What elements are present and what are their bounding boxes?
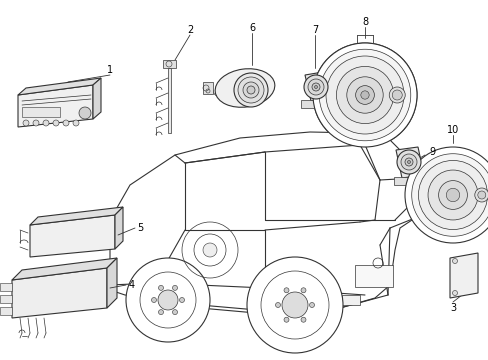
Circle shape <box>238 77 264 103</box>
Bar <box>0 307 12 315</box>
Polygon shape <box>305 72 328 101</box>
Circle shape <box>261 271 328 339</box>
Circle shape <box>418 161 487 230</box>
Bar <box>0 295 12 303</box>
Circle shape <box>451 258 457 264</box>
Circle shape <box>304 75 327 99</box>
Polygon shape <box>115 207 123 249</box>
Circle shape <box>388 87 405 103</box>
Polygon shape <box>110 132 417 312</box>
Polygon shape <box>18 78 101 95</box>
Circle shape <box>309 302 314 307</box>
Circle shape <box>73 120 79 126</box>
Circle shape <box>427 170 477 220</box>
Circle shape <box>411 154 488 236</box>
Text: 1: 1 <box>107 65 113 75</box>
Text: 3: 3 <box>449 303 455 313</box>
Circle shape <box>33 120 39 126</box>
Polygon shape <box>93 78 101 119</box>
Circle shape <box>172 285 177 291</box>
Circle shape <box>63 120 69 126</box>
Circle shape <box>179 297 184 302</box>
Circle shape <box>126 258 209 342</box>
Circle shape <box>243 82 259 98</box>
Circle shape <box>451 291 457 296</box>
Polygon shape <box>12 258 117 280</box>
Circle shape <box>282 292 307 318</box>
Bar <box>163 60 176 68</box>
Circle shape <box>446 188 459 202</box>
Polygon shape <box>168 68 171 133</box>
Text: 10: 10 <box>446 125 458 135</box>
Circle shape <box>319 49 410 141</box>
Circle shape <box>360 91 368 99</box>
Circle shape <box>140 272 196 328</box>
Circle shape <box>301 317 305 322</box>
Circle shape <box>438 181 467 210</box>
Polygon shape <box>107 258 117 308</box>
Circle shape <box>311 83 319 91</box>
Bar <box>203 82 213 94</box>
Circle shape <box>301 288 305 293</box>
Text: 4: 4 <box>129 280 135 290</box>
Circle shape <box>325 56 403 134</box>
Circle shape <box>404 147 488 243</box>
Circle shape <box>477 191 485 199</box>
Polygon shape <box>395 147 423 178</box>
Polygon shape <box>30 207 123 225</box>
Circle shape <box>284 288 288 293</box>
Circle shape <box>404 158 412 166</box>
Circle shape <box>400 154 416 170</box>
Circle shape <box>79 107 91 119</box>
Text: 9: 9 <box>428 147 434 157</box>
Circle shape <box>407 161 409 163</box>
Polygon shape <box>12 268 107 318</box>
Circle shape <box>346 77 383 113</box>
Bar <box>341 295 359 305</box>
Circle shape <box>172 310 177 315</box>
Circle shape <box>158 310 163 315</box>
Circle shape <box>314 85 317 89</box>
Text: 5: 5 <box>137 223 143 233</box>
Circle shape <box>391 90 402 100</box>
Circle shape <box>307 79 324 95</box>
Circle shape <box>53 120 59 126</box>
Circle shape <box>246 257 342 353</box>
Circle shape <box>336 66 393 123</box>
Bar <box>393 177 421 185</box>
Circle shape <box>355 86 374 104</box>
Bar <box>22 107 60 117</box>
Circle shape <box>396 150 420 174</box>
Circle shape <box>284 317 288 322</box>
Text: 7: 7 <box>311 25 318 35</box>
Text: 6: 6 <box>248 23 255 33</box>
Circle shape <box>43 120 49 126</box>
Circle shape <box>275 302 280 307</box>
Circle shape <box>312 43 416 147</box>
Circle shape <box>151 297 156 302</box>
Polygon shape <box>30 215 115 257</box>
Text: 2: 2 <box>186 25 193 35</box>
Circle shape <box>23 120 29 126</box>
Ellipse shape <box>215 69 274 107</box>
Circle shape <box>474 188 488 202</box>
Circle shape <box>203 243 217 257</box>
Polygon shape <box>18 85 93 127</box>
Bar <box>301 100 328 108</box>
Circle shape <box>158 285 163 291</box>
Text: 8: 8 <box>361 17 367 27</box>
Polygon shape <box>449 253 477 298</box>
Circle shape <box>234 73 267 107</box>
Circle shape <box>158 290 178 310</box>
Circle shape <box>246 86 254 94</box>
Bar <box>354 265 392 287</box>
Bar <box>0 283 12 291</box>
